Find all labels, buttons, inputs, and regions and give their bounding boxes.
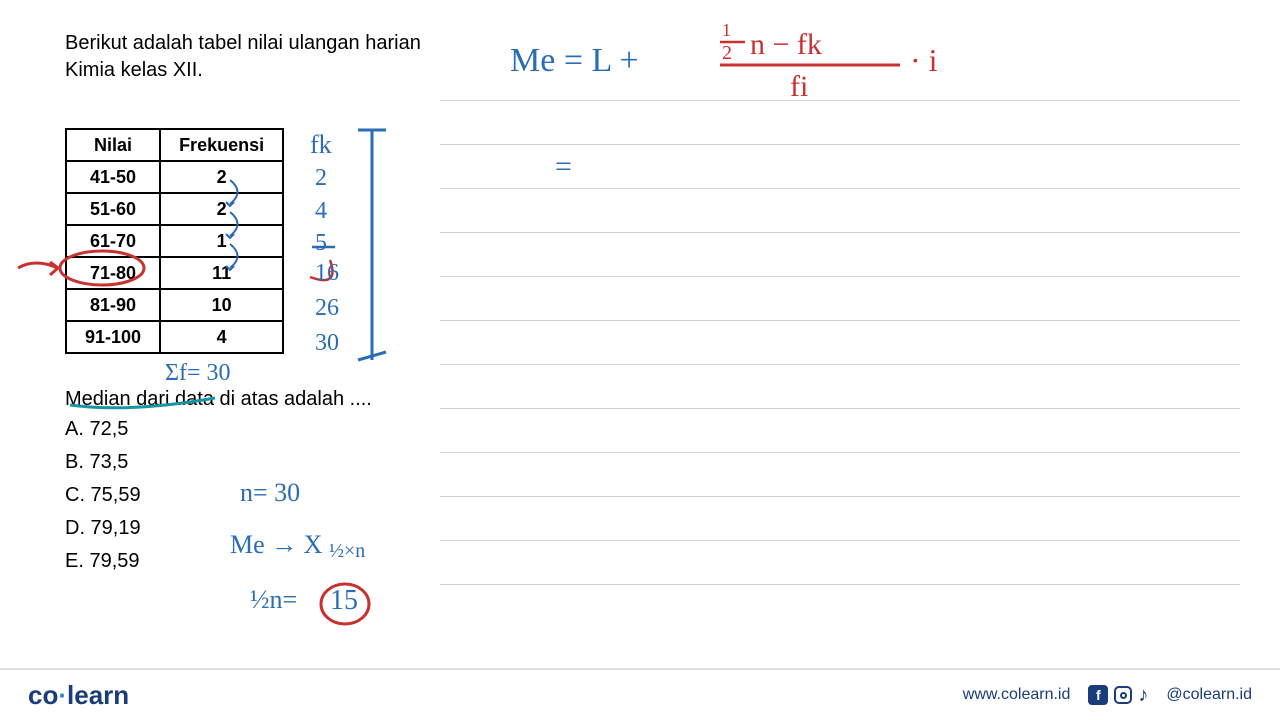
- half-n-value: 15: [330, 585, 358, 617]
- table-cell: 11: [160, 257, 283, 289]
- me-part: Me → X: [230, 530, 322, 559]
- table-cell: 81-90: [66, 289, 160, 321]
- fk-value: 4: [315, 198, 327, 225]
- option-item: D. 79,19: [65, 517, 141, 540]
- notebook-rule: [440, 408, 1240, 409]
- social-icons: f ♪: [1088, 684, 1148, 707]
- formula-n: n: [750, 28, 765, 61]
- fk-value: 2: [315, 165, 327, 192]
- facebook-icon: f: [1088, 685, 1108, 705]
- notebook-rule: [440, 320, 1240, 321]
- notebook-rule: [440, 232, 1240, 233]
- formula-minus-fk: − fk: [773, 28, 822, 61]
- formula-dot-i: · i: [910, 42, 938, 79]
- table-cell: 51-60: [66, 193, 160, 225]
- fk-value: 26: [315, 295, 339, 322]
- formula-half-bottom: 2: [722, 42, 732, 65]
- instagram-icon: [1114, 686, 1132, 704]
- fk-value: 30: [315, 330, 339, 357]
- table-cell: 10: [160, 289, 283, 321]
- table-cell: 41-50: [66, 161, 160, 193]
- table-cell: 2: [160, 193, 283, 225]
- answer-options: A. 72,5 B. 73,5 C. 75,59 D. 79,19 E. 79,59: [65, 418, 141, 583]
- question-text: Berikut adalah tabel nilai ulangan haria…: [65, 30, 421, 84]
- notebook-rule: [440, 276, 1240, 277]
- table-cell: 2: [160, 161, 283, 193]
- sigma-f: Σf= 30: [165, 360, 231, 387]
- footer-handle: @colearn.id: [1166, 686, 1252, 704]
- table-cell: 1: [160, 225, 283, 257]
- fk-header: fk: [310, 130, 332, 160]
- half-n-label: ½n=: [250, 585, 297, 614]
- n-equals: n= 30: [240, 478, 300, 508]
- table-cell: 61-70: [66, 225, 160, 257]
- notebook-rule: [440, 100, 1240, 101]
- half-n-sub: ½×n: [329, 540, 365, 562]
- option-item: B. 73,5: [65, 451, 141, 474]
- formula-denominator: fi: [790, 70, 808, 104]
- formula-num-rest: n − fk: [750, 28, 822, 62]
- notebook-rule: [440, 144, 1240, 145]
- frequency-table: Nilai Frekuensi 41-50251-60261-70171-801…: [65, 128, 284, 354]
- equals-continuation: =: [555, 150, 572, 184]
- col-header-nilai: Nilai: [66, 129, 160, 161]
- fk-value: 16: [315, 260, 339, 287]
- notebook-rule: [440, 364, 1240, 365]
- half-n-equals: ½n=: [250, 585, 297, 615]
- option-item: A. 72,5: [65, 418, 141, 441]
- logo-co: co: [28, 680, 58, 710]
- notebook-rule: [440, 496, 1240, 497]
- option-item: C. 75,59: [65, 484, 141, 507]
- table-row: 51-602: [66, 193, 283, 225]
- notebook-rule: [440, 540, 1240, 541]
- tiktok-icon: ♪: [1138, 684, 1148, 707]
- col-header-frekuensi: Frekuensi: [160, 129, 283, 161]
- notebook-rule: [440, 452, 1240, 453]
- footer-url: www.colearn.id: [963, 686, 1071, 704]
- table-row: 81-9010: [66, 289, 283, 321]
- notebook-rule: [440, 584, 1240, 585]
- footer-bar: co·learn www.colearn.id f ♪ @colearn.id: [0, 668, 1280, 720]
- table-cell: 71-80: [66, 257, 160, 289]
- table-row: 61-701: [66, 225, 283, 257]
- question-line1: Berikut adalah tabel nilai ulangan haria…: [65, 32, 421, 54]
- notebook-rule: [440, 188, 1240, 189]
- logo-learn: learn: [67, 680, 129, 710]
- colearn-logo: co·learn: [28, 680, 129, 711]
- logo-dot: ·: [58, 680, 67, 710]
- formula-me-eq-l: Me = L +: [510, 42, 639, 80]
- table-row: 91-1004: [66, 321, 283, 353]
- table-cell: 91-100: [66, 321, 160, 353]
- table-row: 71-8011: [66, 257, 283, 289]
- question-line2: Kimia kelas XII.: [65, 59, 203, 81]
- table-cell: 4: [160, 321, 283, 353]
- fk-value: 5: [315, 230, 327, 257]
- table-row: 41-502: [66, 161, 283, 193]
- question-follow: Median dari data di atas adalah ....: [65, 388, 372, 411]
- me-arrow-text: Me → X ½×n: [230, 530, 365, 560]
- option-item: E. 79,59: [65, 550, 141, 573]
